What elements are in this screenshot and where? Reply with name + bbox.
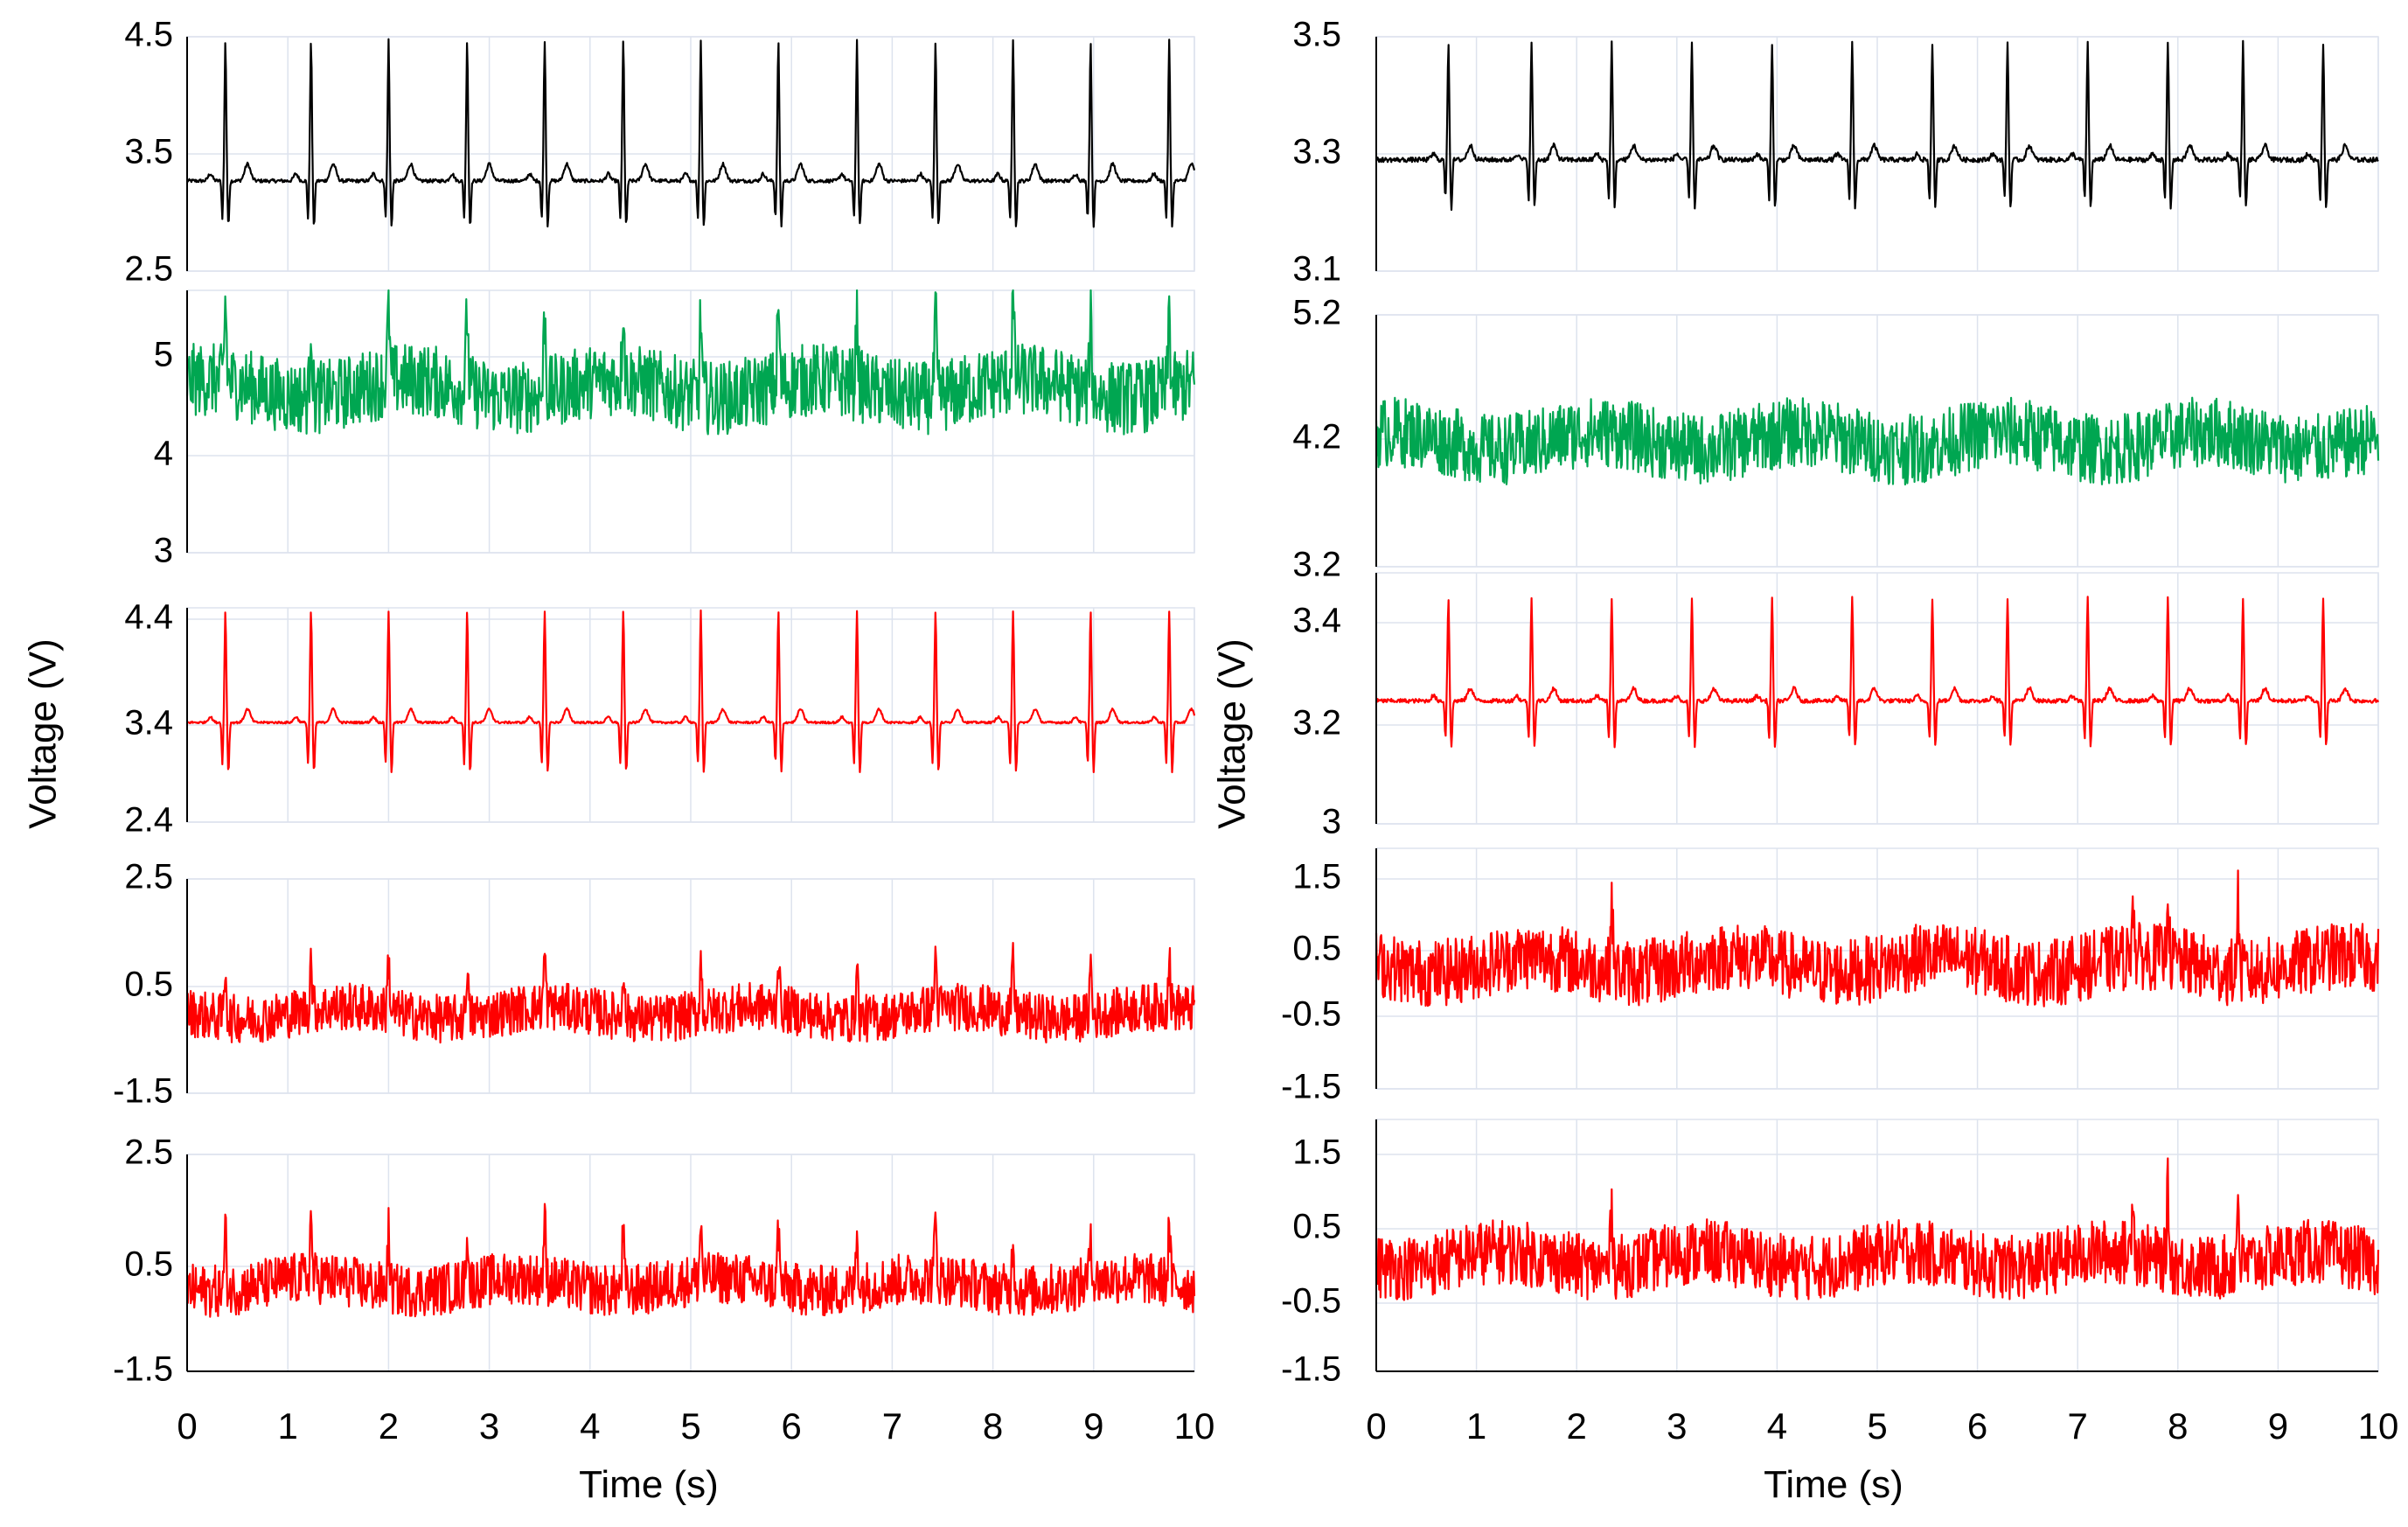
x-tick-label: 3 (479, 1405, 499, 1447)
y-tick-label: 0.5 (1292, 930, 1341, 968)
y-tick-label: 4 (154, 435, 173, 473)
y-tick-label: 2.5 (124, 858, 173, 896)
panel-L1: 2.5 3.5 4.5 (124, 16, 1196, 289)
x-tick-label: 8 (2168, 1405, 2188, 1447)
x-tick-label: 0 (1366, 1405, 1386, 1447)
x-tick-label: 5 (680, 1405, 700, 1447)
series-line-L3 (186, 609, 1196, 774)
y-tick-label: 4.4 (124, 598, 173, 637)
y-tick-label: 3.1 (1292, 250, 1341, 289)
y-tick-label: 3.5 (124, 133, 173, 171)
series-line-R5 (1375, 1157, 2380, 1301)
y-tick-label: -0.5 (1281, 995, 1341, 1034)
panel-L3: 2.4 3.4 4.4 (124, 598, 1196, 840)
y-tick-label: 2.4 (124, 801, 173, 840)
x-tick-label: 5 (1867, 1405, 1887, 1447)
x-tick-label: 4 (1767, 1405, 1787, 1447)
x-tick-label: 4 (580, 1405, 600, 1447)
y-tick-label: 2.5 (124, 250, 173, 289)
y-tick-label: 0.5 (1292, 1208, 1341, 1246)
y-tick-label: 2.5 (124, 1133, 173, 1172)
x-tick-label: 9 (1083, 1405, 1103, 1447)
y-tick-label: 0.5 (124, 1245, 173, 1284)
x-tick-label: 2 (1567, 1405, 1587, 1447)
panel-R3: 3 3.2 3.4 (1292, 572, 2380, 841)
x-tick-label: 10 (1174, 1405, 1215, 1447)
panel-R4: -1.5 -0.5 0.5 1.5 (1281, 847, 2380, 1106)
right-ylabel: Voltage (V) (1211, 638, 1254, 829)
series-line-R3 (1375, 596, 2380, 749)
x-tick-label: 1 (278, 1405, 298, 1447)
y-tick-label: -0.5 (1281, 1282, 1341, 1321)
y-tick-label: 3.4 (1292, 602, 1341, 640)
y-tick-label: 5.2 (1292, 294, 1341, 332)
y-tick-label: 4.2 (1292, 418, 1341, 457)
panel-L4: -1.5 0.5 2.5 (113, 858, 1196, 1111)
x-tick-label: 6 (782, 1405, 802, 1447)
y-tick-label: 3 (154, 532, 173, 570)
series-line-L1 (186, 38, 1196, 228)
y-tick-label: 3.5 (1292, 16, 1341, 54)
y-tick-label: -1.5 (1281, 1350, 1341, 1389)
x-tick-label: 7 (882, 1405, 902, 1447)
series-line-L2 (185, 289, 1196, 436)
panel-L2: 3 4 5 (154, 289, 1196, 570)
left-ylabel: Voltage (V) (22, 638, 65, 829)
y-tick-label: 1.5 (1292, 1133, 1341, 1172)
y-tick-label: 1.5 (1292, 858, 1341, 896)
y-tick-label: -1.5 (113, 1072, 173, 1111)
right-xlabel: Time (s) (1764, 1463, 1903, 1506)
y-tick-label: 5 (154, 336, 173, 374)
y-tick-label: -1.5 (1281, 1068, 1341, 1106)
x-tick-label: 10 (2358, 1405, 2399, 1447)
panel-L5: -1.5 0.5 2.5 0 1 2 3 4 5 6 7 8 9 10 (113, 1133, 1214, 1447)
panel-R5: -1.5 -0.5 0.5 1.5 0 1 2 3 4 5 6 7 8 9 10 (1281, 1119, 2398, 1447)
panel-R2: 3.2 4.2 5.2 (1292, 294, 2380, 584)
x-tick-label: 1 (1466, 1405, 1486, 1447)
left-xlabel: Time (s) (579, 1463, 719, 1506)
series-line-L5 (185, 1203, 1196, 1318)
y-tick-label: 3.2 (1292, 704, 1341, 743)
x-tick-label: 6 (1967, 1405, 1987, 1447)
series-line-L4 (185, 941, 1196, 1044)
x-tick-label: 7 (2068, 1405, 2088, 1447)
panel-R1: 3.1 3.3 3.5 (1292, 16, 2379, 289)
y-tick-label: 0.5 (124, 966, 173, 1004)
x-tick-label: 3 (1667, 1405, 1687, 1447)
series-line-R1 (1375, 39, 2379, 212)
y-tick-label: 3.2 (1292, 546, 1341, 584)
y-tick-label: 4.5 (124, 16, 173, 54)
y-tick-label: 3 (1322, 803, 1341, 841)
x-tick-label: 8 (983, 1405, 1003, 1447)
y-tick-label: 3.4 (124, 704, 173, 743)
y-tick-label: 3.3 (1292, 133, 1341, 171)
x-tick-label: 9 (2268, 1405, 2288, 1447)
y-tick-label: -1.5 (113, 1350, 173, 1389)
series-line-R2 (1375, 396, 2380, 486)
x-tick-label: 2 (379, 1405, 399, 1447)
x-tick-label: 0 (177, 1405, 197, 1447)
series-line-R4 (1375, 869, 2380, 1008)
